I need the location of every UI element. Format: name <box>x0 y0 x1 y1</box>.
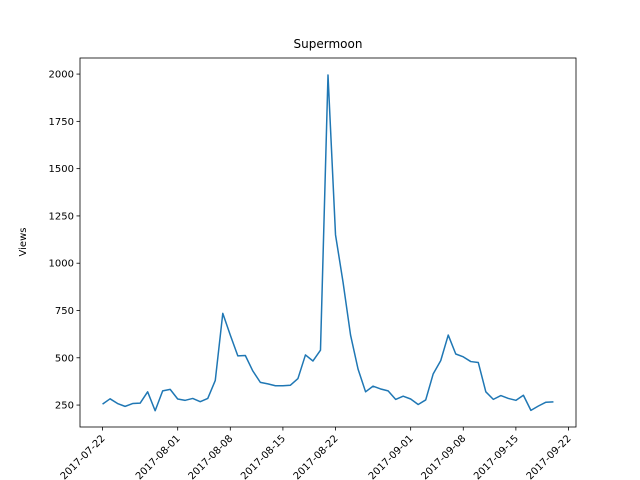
chart-title: Supermoon <box>294 37 363 51</box>
x-tick-label: 2017-08-08 <box>187 433 236 480</box>
y-tick-label: 1250 <box>49 211 74 222</box>
x-tick-label: 2017-09-15 <box>472 433 521 480</box>
x-tick-label: 2017-08-01 <box>134 433 183 480</box>
y-tick-label: 1750 <box>49 117 74 128</box>
x-tick-label: 2017-07-22 <box>59 433 108 480</box>
x-tick-label: 2017-09-01 <box>367 433 416 480</box>
x-tick-label: 2017-09-22 <box>525 433 574 480</box>
y-tick-label: 1500 <box>49 164 74 175</box>
y-tick-label: 250 <box>55 401 74 412</box>
plot-frame <box>79 57 577 428</box>
y-axis-label: Views <box>18 228 29 257</box>
y-tick-label: 1000 <box>49 259 74 270</box>
data-line <box>102 74 554 412</box>
y-tick-label: 750 <box>55 306 74 317</box>
y-tick-label: 500 <box>55 353 74 364</box>
x-tick-label: 2017-09-08 <box>420 433 469 480</box>
y-tick-label: 2000 <box>49 70 74 81</box>
x-tick-label: 2017-08-22 <box>292 433 341 480</box>
x-tick-label: 2017-08-15 <box>239 433 288 480</box>
